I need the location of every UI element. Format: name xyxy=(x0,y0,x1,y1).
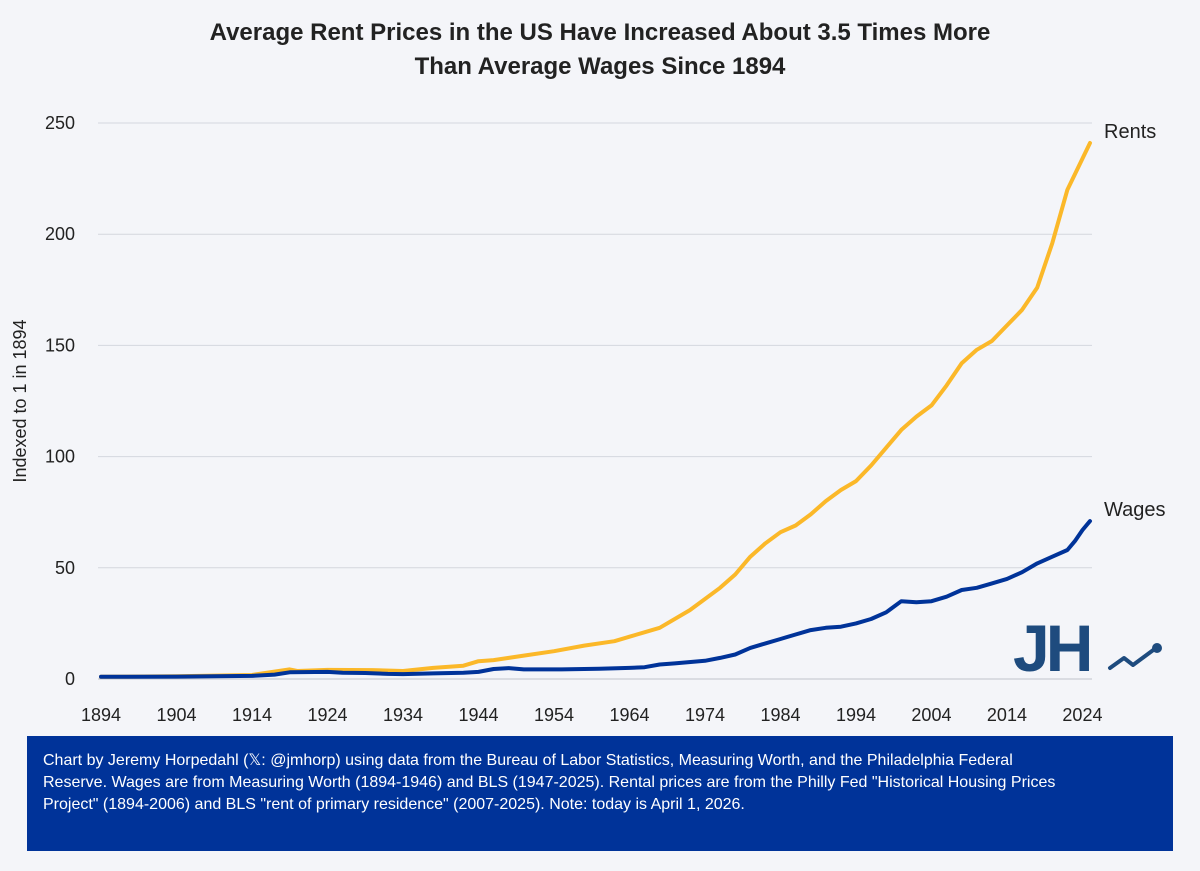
logo-trend-icon xyxy=(1108,646,1158,670)
y-tick-label: 0 xyxy=(65,669,75,689)
chart-title: Average Rent Prices in the US Have Incre… xyxy=(0,16,1200,84)
source-note: Chart by Jeremy Horpedahl (𝕏: @jmhorp) u… xyxy=(27,736,1173,851)
x-tick-label: 1924 xyxy=(307,705,347,725)
y-tick-label: 150 xyxy=(45,335,75,355)
line-chart: 0 50 100 150 200 250 1894 1904 1914 1924 1934 1944… xyxy=(10,113,1166,725)
x-tick-label: 1934 xyxy=(383,705,423,725)
x-tick-label: 1964 xyxy=(609,705,649,725)
y-tick-label: 250 xyxy=(45,113,75,133)
x-tick-label: 2004 xyxy=(911,705,951,725)
jh-logo-text: JH xyxy=(1013,611,1090,685)
x-tick-label: 1944 xyxy=(458,705,498,725)
y-axis-title: Indexed to 1 in 1894 xyxy=(10,319,30,482)
y-tick-label: 200 xyxy=(45,224,75,244)
series-label-rents: Rents xyxy=(1104,121,1156,143)
x-tick-label: 1894 xyxy=(81,705,121,725)
source-note-line-2: Reserve. Wages are from Measuring Worth … xyxy=(43,774,1056,791)
x-tick-label: 2014 xyxy=(987,705,1027,725)
logo-dot-icon xyxy=(1152,643,1162,653)
series-label-wages: Wages xyxy=(1104,499,1166,521)
series-line-rents xyxy=(99,141,1092,679)
series-line-wages xyxy=(99,519,1092,679)
chart-title-line-2: Than Average Wages Since 1894 xyxy=(414,53,786,80)
x-tick-label: 2024 xyxy=(1062,705,1102,725)
x-tick-label: 1914 xyxy=(232,705,272,725)
source-note-line-3: Project" (1894-2006) and BLS "rent of pr… xyxy=(43,796,745,813)
jh-logo: JH xyxy=(1013,611,1162,685)
x-tick-label: 1984 xyxy=(760,705,800,725)
x-tick-label: 1974 xyxy=(685,705,725,725)
x-tick-label: 1954 xyxy=(534,705,574,725)
y-tick-label: 100 xyxy=(45,447,75,467)
source-note-line-1: Chart by Jeremy Horpedahl (𝕏: @jmhorp) u… xyxy=(43,752,1013,769)
y-tick-label: 50 xyxy=(55,558,75,578)
chart-title-line-1: Average Rent Prices in the US Have Incre… xyxy=(209,19,991,46)
x-tick-label: 1994 xyxy=(836,705,876,725)
x-tick-label: 1904 xyxy=(156,705,196,725)
